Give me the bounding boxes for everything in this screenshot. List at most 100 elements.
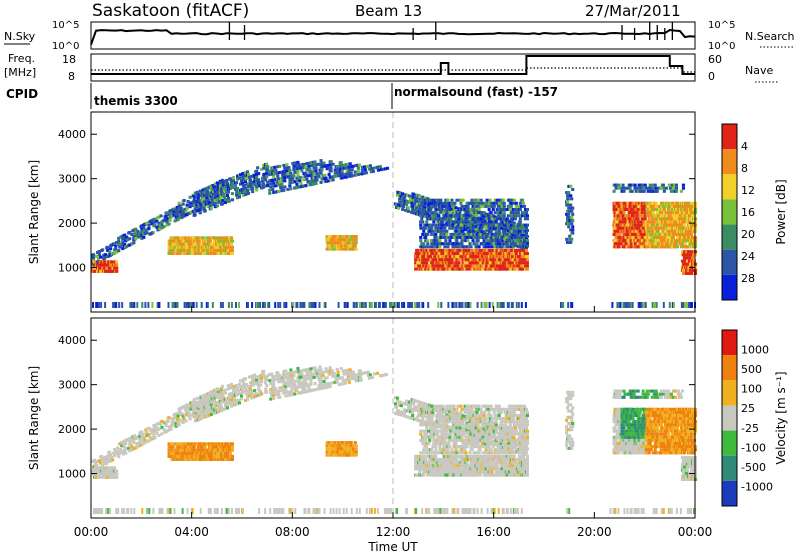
heatmap-cell [520, 226, 524, 230]
heatmap-cell [667, 229, 671, 233]
heatmap-cell [138, 437, 142, 441]
heatmap-cell [261, 179, 265, 183]
heatmap-cell [487, 255, 491, 259]
heatmap-cell [208, 204, 212, 208]
heatmap-cell [445, 212, 449, 216]
heatmap-cell [565, 212, 569, 216]
heatmap-cell [389, 302, 391, 308]
heatmap-cell [191, 200, 195, 204]
heatmap-cell [493, 215, 497, 219]
heatmap-cell [470, 255, 474, 259]
heatmap-cell [429, 229, 433, 233]
heatmap-cell [470, 198, 474, 202]
heatmap-cell [226, 184, 230, 188]
heatmap-cell [690, 201, 694, 205]
heatmap-cell [104, 302, 107, 308]
heatmap-cell [620, 208, 624, 211]
heatmap-cell [668, 186, 672, 190]
heatmap-cell [244, 193, 248, 196]
heatmap-cell [654, 201, 658, 205]
heatmap-cell [510, 239, 514, 243]
heatmap-cell [516, 211, 520, 215]
heatmap-cell [177, 211, 181, 214]
heatmap-cell [315, 178, 319, 182]
heatmap-cell [386, 166, 390, 170]
heatmap-cell [194, 194, 198, 198]
heatmap-cell [476, 198, 480, 202]
heatmap-cell [456, 245, 460, 249]
heatmap-cell [471, 204, 475, 208]
heatmap-cell [414, 267, 418, 271]
heatmap-cell [269, 185, 273, 189]
heatmap-cell [213, 182, 217, 186]
heatmap-cell [484, 245, 488, 249]
heatmap-cell [223, 198, 227, 201]
heatmap-cell [281, 179, 285, 183]
heatmap-cell [419, 214, 423, 218]
heatmap-cell [655, 302, 658, 308]
heatmap-cell [105, 266, 109, 270]
heatmap-cell [521, 267, 525, 271]
heatmap-cell [265, 162, 269, 166]
heatmap-cell [516, 248, 520, 252]
heatmap-cell [427, 255, 431, 259]
heatmap-cell [92, 253, 96, 257]
heatmap-cell [349, 244, 353, 248]
heatmap-cell [255, 169, 259, 173]
heatmap-cell [463, 261, 467, 265]
heatmap-cell [418, 194, 422, 198]
heatmap-cell [413, 208, 417, 212]
heatmap-cell [115, 475, 119, 479]
heatmap-cell [218, 239, 222, 243]
heatmap-cell [694, 239, 698, 243]
heatmap-cell [474, 228, 478, 232]
heatmap-cell [305, 177, 309, 181]
heatmap-cell [401, 201, 405, 205]
heatmap-cell [158, 302, 161, 308]
heatmap-cell [421, 261, 425, 265]
heatmap-cell [201, 252, 205, 255]
heatmap-cell [648, 183, 652, 187]
heatmap-cell [503, 245, 507, 249]
heatmap-cell [446, 201, 450, 205]
heatmap-cell [689, 250, 693, 254]
heatmap-cell [467, 302, 470, 308]
heatmap-cell [246, 189, 250, 192]
heatmap-cell [494, 239, 498, 243]
heatmap-cell [506, 245, 510, 249]
heatmap-cell [186, 245, 190, 249]
heatmap-cell [497, 248, 501, 252]
heatmap-cell [297, 166, 301, 170]
heatmap-cell [643, 217, 647, 221]
heatmap-cell [522, 240, 526, 244]
heatmap-cell [567, 194, 571, 198]
heatmap-cell [449, 226, 453, 230]
heatmap-cell [456, 248, 460, 252]
heatmap-cell [432, 205, 436, 209]
heatmap-cell [329, 160, 333, 164]
heatmap-cell [448, 214, 452, 218]
heatmap-cell [253, 179, 257, 183]
heatmap-cell [400, 204, 404, 208]
heatmap-cell [99, 255, 103, 259]
heatmap-cell [448, 239, 452, 243]
heatmap-cell [509, 204, 513, 208]
heatmap-cell [427, 210, 431, 213]
heatmap-cell [291, 177, 295, 181]
heatmap-cell [450, 201, 454, 205]
nave-label: Nave [745, 64, 773, 77]
heatmap-cell [568, 222, 572, 226]
heatmap-cell [476, 248, 480, 252]
heatmap-cell [523, 223, 527, 227]
heatmap-cell [181, 202, 185, 206]
heatmap-cell [276, 174, 280, 178]
heatmap-cell [409, 198, 413, 201]
heatmap-cell [496, 204, 500, 208]
heatmap-cell [416, 261, 420, 265]
heatmap-cell [422, 245, 426, 249]
heatmap-cell [167, 213, 171, 217]
heatmap-cell [115, 302, 118, 308]
heatmap-cell [443, 226, 447, 230]
heatmap-cell [662, 239, 666, 243]
heatmap-cell [238, 192, 242, 196]
